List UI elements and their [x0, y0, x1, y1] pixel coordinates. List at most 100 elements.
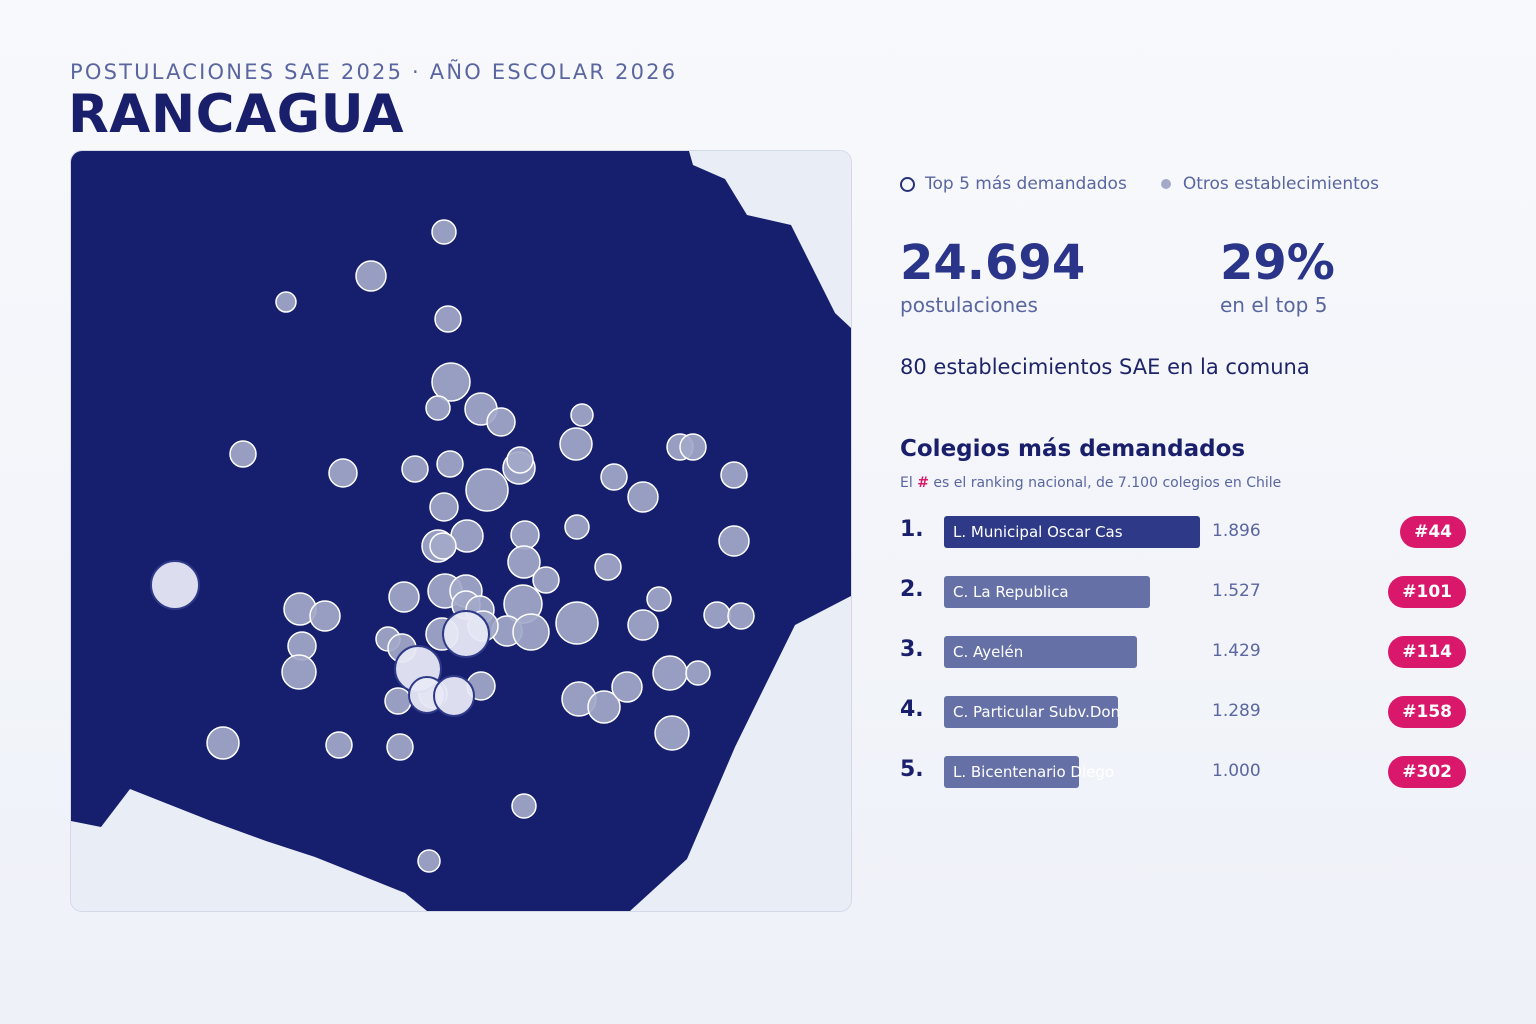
ranking-row[interactable]: 4. C. Particular Subv.Don 1.289 #158 [900, 692, 1466, 732]
ranking-row[interactable]: 5. L. Bicentenario Diego 1.000 #302 [900, 752, 1466, 792]
school-marker[interactable] [611, 671, 643, 703]
school-marker[interactable] [275, 291, 297, 313]
top5-school-marker[interactable] [150, 560, 200, 610]
school-marker[interactable] [507, 545, 541, 579]
school-marker[interactable] [486, 407, 516, 437]
school-marker[interactable] [386, 733, 414, 761]
school-marker[interactable] [685, 660, 711, 686]
rank-bar [944, 696, 1118, 728]
school-marker[interactable] [594, 553, 622, 581]
school-marker[interactable] [425, 395, 451, 421]
applications-count: 1.896 [1212, 521, 1261, 541]
rank-bar-track: L. Bicentenario Diego [944, 756, 1200, 788]
school-marker[interactable] [465, 468, 509, 512]
national-rank-badge: #114 [1388, 636, 1466, 668]
school-marker[interactable] [652, 655, 688, 691]
school-marker[interactable] [431, 362, 471, 402]
applications-count: 1.000 [1212, 761, 1261, 781]
school-marker[interactable] [355, 260, 387, 292]
school-marker[interactable] [627, 481, 659, 513]
school-marker[interactable] [401, 455, 429, 483]
rank-bar [944, 636, 1137, 668]
school-marker[interactable] [436, 450, 464, 478]
rank-bar-track: C. Ayelén [944, 636, 1200, 668]
school-marker[interactable] [206, 726, 240, 760]
national-rank-badge: #101 [1388, 576, 1466, 608]
rank-number: 2. [900, 577, 924, 602]
school-marker[interactable] [429, 492, 459, 522]
school-marker[interactable] [325, 731, 353, 759]
rank-bar [944, 576, 1150, 608]
school-marker[interactable] [559, 427, 593, 461]
school-marker[interactable] [627, 609, 659, 641]
applications-label: postulaciones [900, 293, 1038, 317]
rank-bar-track: C. La Republica [944, 576, 1200, 608]
rank-bar-track: L. Municipal Oscar Cas [944, 516, 1200, 548]
school-name: C. La Republica [953, 583, 1069, 601]
school-marker[interactable] [434, 305, 462, 333]
rank-number: 1. [900, 517, 924, 542]
ranking-title: Colegios más demandados [900, 436, 1246, 462]
school-marker[interactable] [506, 446, 534, 474]
school-marker[interactable] [309, 600, 341, 632]
top5-school-marker[interactable] [433, 675, 475, 717]
ranking-note-suffix: es el ranking nacional, de 7.100 colegio… [933, 475, 1282, 491]
school-marker[interactable] [512, 613, 550, 651]
applications-stat: 24.694 postulaciones [900, 234, 1085, 318]
legend-top5-label: Top 5 más demandados [925, 174, 1127, 194]
school-marker[interactable] [703, 601, 731, 629]
school-marker[interactable] [720, 461, 748, 489]
school-marker[interactable] [281, 654, 317, 690]
school-marker[interactable] [510, 520, 540, 550]
top5-share-stat: 29% en el top 5 [1220, 234, 1335, 318]
school-marker[interactable] [429, 532, 457, 560]
applications-value: 24.694 [900, 235, 1086, 291]
school-marker[interactable] [727, 602, 755, 630]
national-rank-badge: #44 [1400, 516, 1466, 548]
top5-share-label: en el top 5 [1220, 293, 1328, 317]
ranking-row[interactable]: 1. L. Municipal Oscar Cas 1.896 #44 [900, 512, 1466, 552]
rank-bar [944, 756, 1079, 788]
school-markers [150, 219, 755, 873]
ranking-row[interactable]: 2. C. La Republica 1.527 #101 [900, 572, 1466, 612]
school-marker[interactable] [646, 586, 672, 612]
school-marker[interactable] [431, 219, 457, 245]
applications-count: 1.527 [1212, 581, 1261, 601]
schools-summary: 80 establecimientos SAE en la comuna [900, 355, 1310, 379]
rank-bar [944, 516, 1200, 548]
applications-count: 1.289 [1212, 701, 1261, 721]
school-marker[interactable] [600, 463, 628, 491]
rank-number: 3. [900, 637, 924, 662]
legend-others-label: Otros establecimientos [1182, 174, 1380, 194]
comuna-title: RANCAGUA [68, 84, 405, 145]
comuna-map[interactable] [70, 150, 852, 912]
school-name: L. Bicentenario Diego [953, 763, 1115, 781]
school-marker[interactable] [564, 514, 590, 540]
school-marker[interactable] [532, 566, 560, 594]
ranking-note-hash: # [917, 475, 929, 491]
top5-ring-icon [900, 176, 915, 192]
ranking-note-prefix: El [900, 475, 913, 491]
map-canvas [71, 151, 851, 911]
school-marker[interactable] [511, 793, 537, 819]
school-marker[interactable] [388, 581, 420, 613]
ranking-row[interactable]: 3. C. Ayelén 1.429 #114 [900, 632, 1466, 672]
applications-count: 1.429 [1212, 641, 1261, 661]
rank-bar-track: C. Particular Subv.Don [944, 696, 1200, 728]
school-marker[interactable] [570, 403, 594, 427]
report-kicker: POSTULACIONES SAE 2025 · AÑO ESCOLAR 202… [70, 60, 678, 84]
school-marker[interactable] [654, 715, 690, 751]
school-marker[interactable] [718, 525, 750, 557]
top5-school-marker[interactable] [442, 610, 490, 658]
school-marker[interactable] [679, 433, 707, 461]
school-name: L. Municipal Oscar Cas [953, 523, 1123, 541]
school-marker[interactable] [417, 849, 441, 873]
map-legend: Top 5 más demandados Otros establecimien… [900, 174, 1379, 194]
national-rank-badge: #302 [1388, 756, 1466, 788]
school-marker[interactable] [229, 440, 257, 468]
school-name: C. Ayelén [953, 643, 1024, 661]
school-marker[interactable] [384, 687, 412, 715]
school-marker[interactable] [587, 690, 621, 724]
school-marker[interactable] [328, 458, 358, 488]
school-marker[interactable] [555, 601, 599, 645]
